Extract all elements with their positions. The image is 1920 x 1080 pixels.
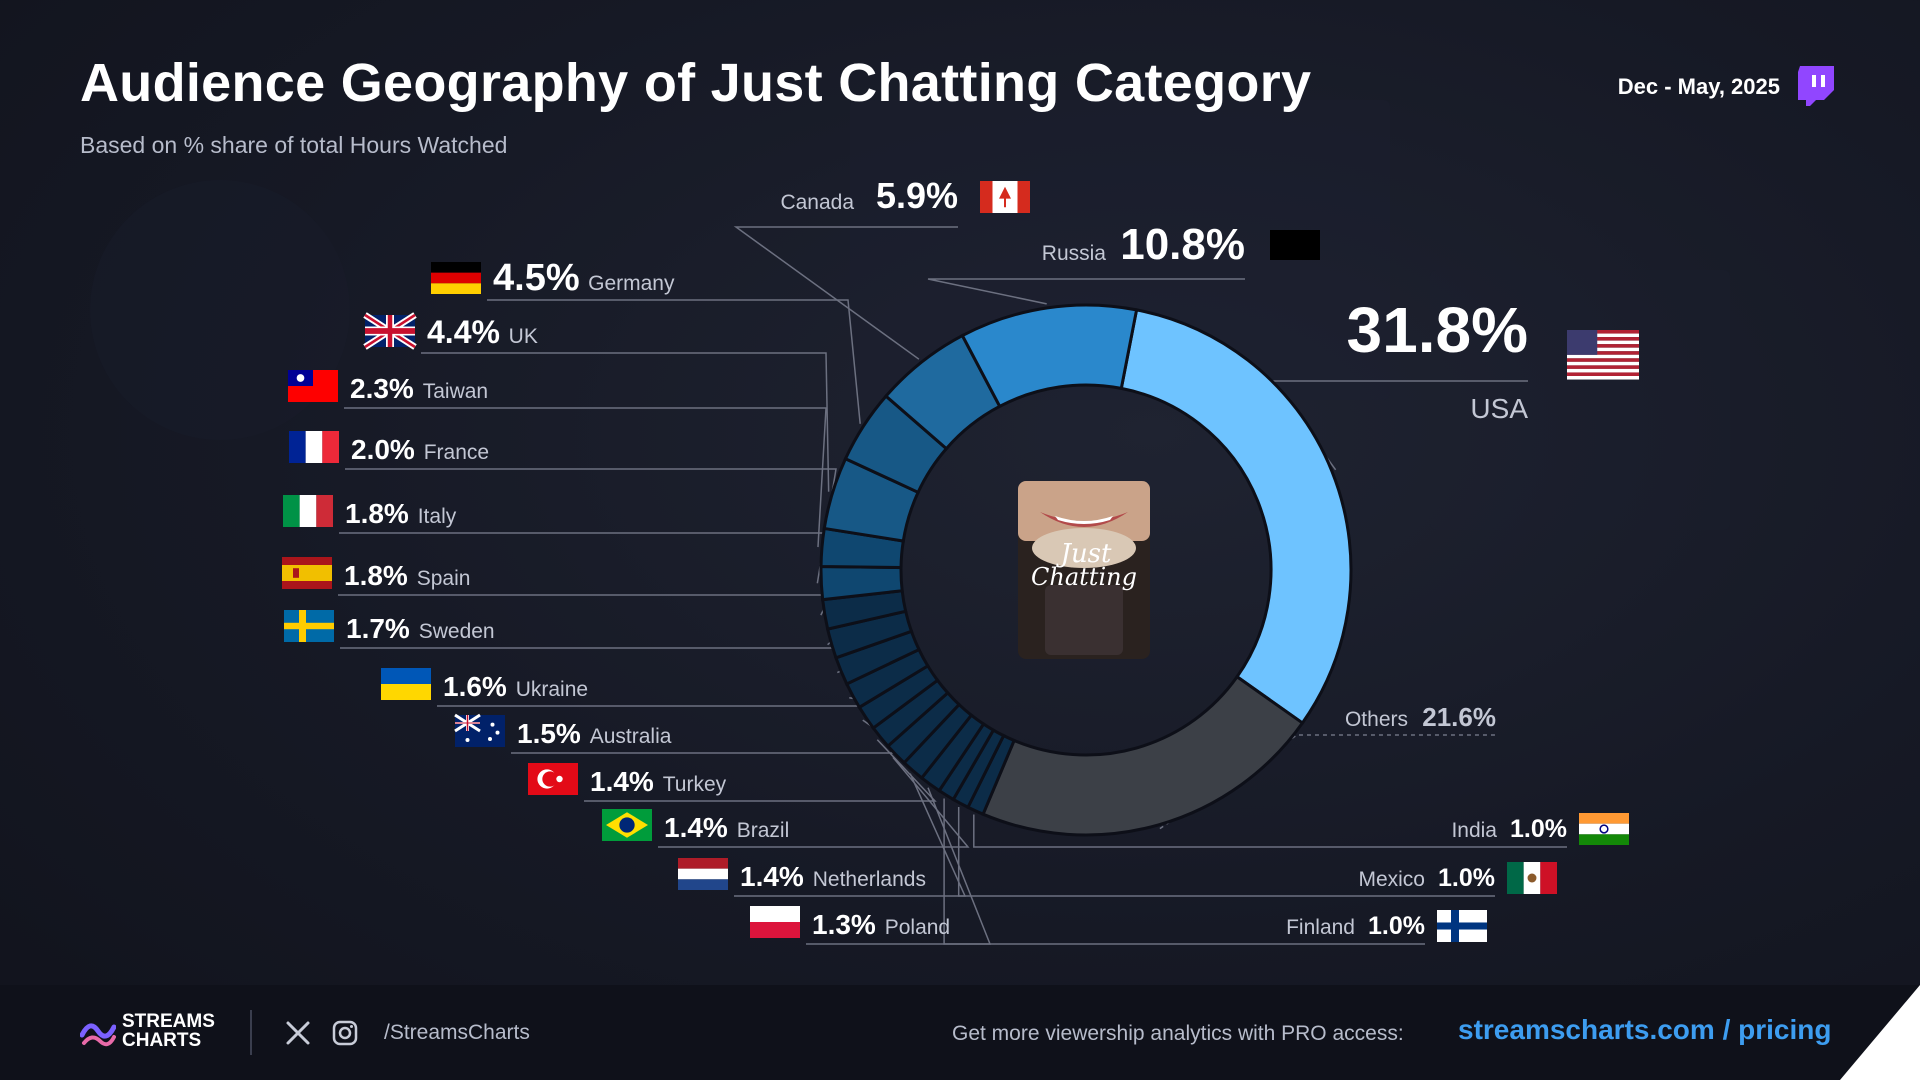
label-value-italy: 1.8%	[345, 498, 409, 529]
leader-line-canada	[733, 226, 958, 360]
x-twitter-icon[interactable]	[285, 1020, 311, 1046]
brand-name-line1: STREAMS	[122, 1011, 215, 1032]
label-value-netherlands: 1.4%	[740, 861, 804, 892]
label-value-ukraine: 1.6%	[443, 671, 507, 702]
brazil-flag	[602, 809, 652, 841]
leader-line-taiwan	[344, 407, 827, 548]
label-name-germany: Germany	[588, 272, 675, 295]
streams-charts-logo-icon	[80, 1023, 116, 1047]
uk-flag	[363, 312, 417, 350]
india-flag	[1579, 813, 1629, 845]
label-name-ukraine: Ukraine	[516, 678, 588, 701]
label-value-uk: 4.4%	[427, 314, 500, 350]
label-name-taiwan: Taiwan	[423, 380, 488, 403]
promo-text: Get more viewership analytics with PRO a…	[952, 1022, 1404, 1045]
footer	[0, 985, 1920, 1080]
leader-line-brazil	[658, 756, 970, 848]
taiwan-flag	[288, 370, 338, 402]
label-name-australia: Australia	[590, 725, 672, 748]
label-name-france: France	[424, 441, 489, 464]
label-name-usa: USA	[1470, 393, 1528, 424]
italy-flag	[283, 495, 333, 527]
label-name-india: India	[1451, 819, 1497, 842]
leader-line-russia	[927, 278, 1245, 305]
leader-line-netherlands	[734, 773, 967, 897]
date-range: Dec - May, 2025	[1617, 74, 1780, 99]
leader-line-india	[973, 814, 1567, 848]
slice-usa	[1119, 308, 1353, 726]
slice-russia	[960, 303, 1139, 409]
label-value-others: 21.6%	[1422, 702, 1496, 732]
leader-line-poland	[806, 787, 992, 945]
label-value-taiwan: 2.3%	[350, 373, 414, 404]
label-name-russia: Russia	[1042, 242, 1107, 265]
poland-flag	[750, 906, 800, 938]
footer-corner-decor	[1840, 985, 1920, 1080]
slice-others	[981, 674, 1305, 837]
finland-flag	[1437, 910, 1487, 942]
leader-line-turkey	[584, 739, 937, 802]
turkey-flag	[528, 763, 578, 795]
donut-chart: Just Chatting 31.8% USA Others 21.6% 1.0% Ind…	[282, 175, 1639, 945]
germany-flag	[431, 262, 481, 294]
label-name-brazil: Brazil	[737, 819, 790, 842]
label-name-netherlands: Netherlands	[813, 868, 926, 891]
netherlands-flag	[678, 858, 728, 890]
sweden-flag	[284, 610, 334, 642]
leader-line-uk	[421, 352, 830, 492]
center-image: Just Chatting	[1018, 481, 1150, 659]
label-value-turkey: 1.4%	[590, 766, 654, 797]
label-name-mexico: Mexico	[1358, 868, 1425, 891]
label-value-poland: 1.3%	[812, 909, 876, 940]
spain-flag	[282, 557, 332, 589]
label-value-mexico: 1.0%	[1438, 864, 1495, 892]
page-title: Audience Geography of Just Chatting Cate…	[80, 53, 1312, 113]
label-value-spain: 1.8%	[344, 560, 408, 591]
label-name-others: Others	[1345, 708, 1408, 731]
australia-flag	[454, 713, 505, 747]
footer-divider	[250, 1010, 252, 1055]
label-name-uk: UK	[509, 325, 538, 348]
label-value-australia: 1.5%	[517, 718, 581, 749]
label-name-spain: Spain	[417, 567, 471, 590]
label-name-italy: Italy	[418, 505, 457, 528]
label-value-usa: 31.8%	[1347, 294, 1528, 366]
social-handle[interactable]: /StreamsCharts	[384, 1021, 530, 1044]
label-name-poland: Poland	[885, 916, 950, 939]
label-value-finland: 1.0%	[1368, 912, 1425, 940]
usa-flag	[1567, 330, 1639, 380]
label-name-turkey: Turkey	[663, 773, 727, 796]
instagram-icon[interactable]	[332, 1020, 358, 1046]
center-caption-line2: Chatting	[1031, 563, 1137, 591]
france-flag	[289, 431, 339, 463]
label-value-germany: 4.5%	[493, 257, 580, 299]
leader-line-germany	[487, 299, 861, 424]
russia-flag	[1270, 230, 1320, 260]
label-value-russia: 10.8%	[1120, 220, 1245, 269]
label-name-finland: Finland	[1286, 916, 1355, 939]
page-subtitle: Based on % share of total Hours Watched	[80, 132, 508, 158]
ukraine-flag	[381, 668, 431, 700]
label-value-canada: 5.9%	[876, 175, 958, 216]
center-caption-line1: Just	[1056, 539, 1113, 569]
label-value-brazil: 1.4%	[664, 812, 728, 843]
label-value-france: 2.0%	[351, 434, 415, 465]
label-name-canada: Canada	[780, 191, 854, 214]
label-value-sweden: 1.7%	[346, 613, 410, 644]
leader-line-others	[1159, 734, 1497, 830]
label-value-india: 1.0%	[1510, 815, 1567, 843]
promo-link[interactable]: streamscharts.com / pricing	[1458, 1014, 1832, 1045]
canada-flag	[980, 181, 1030, 213]
brand-name: STREAMS CHARTS	[122, 1012, 215, 1050]
mexico-flag	[1507, 862, 1557, 894]
twitch-icon	[1798, 66, 1834, 106]
label-name-sweden: Sweden	[419, 620, 495, 643]
background-decor	[1430, 270, 1730, 530]
brand-name-line2: CHARTS	[122, 1030, 202, 1051]
